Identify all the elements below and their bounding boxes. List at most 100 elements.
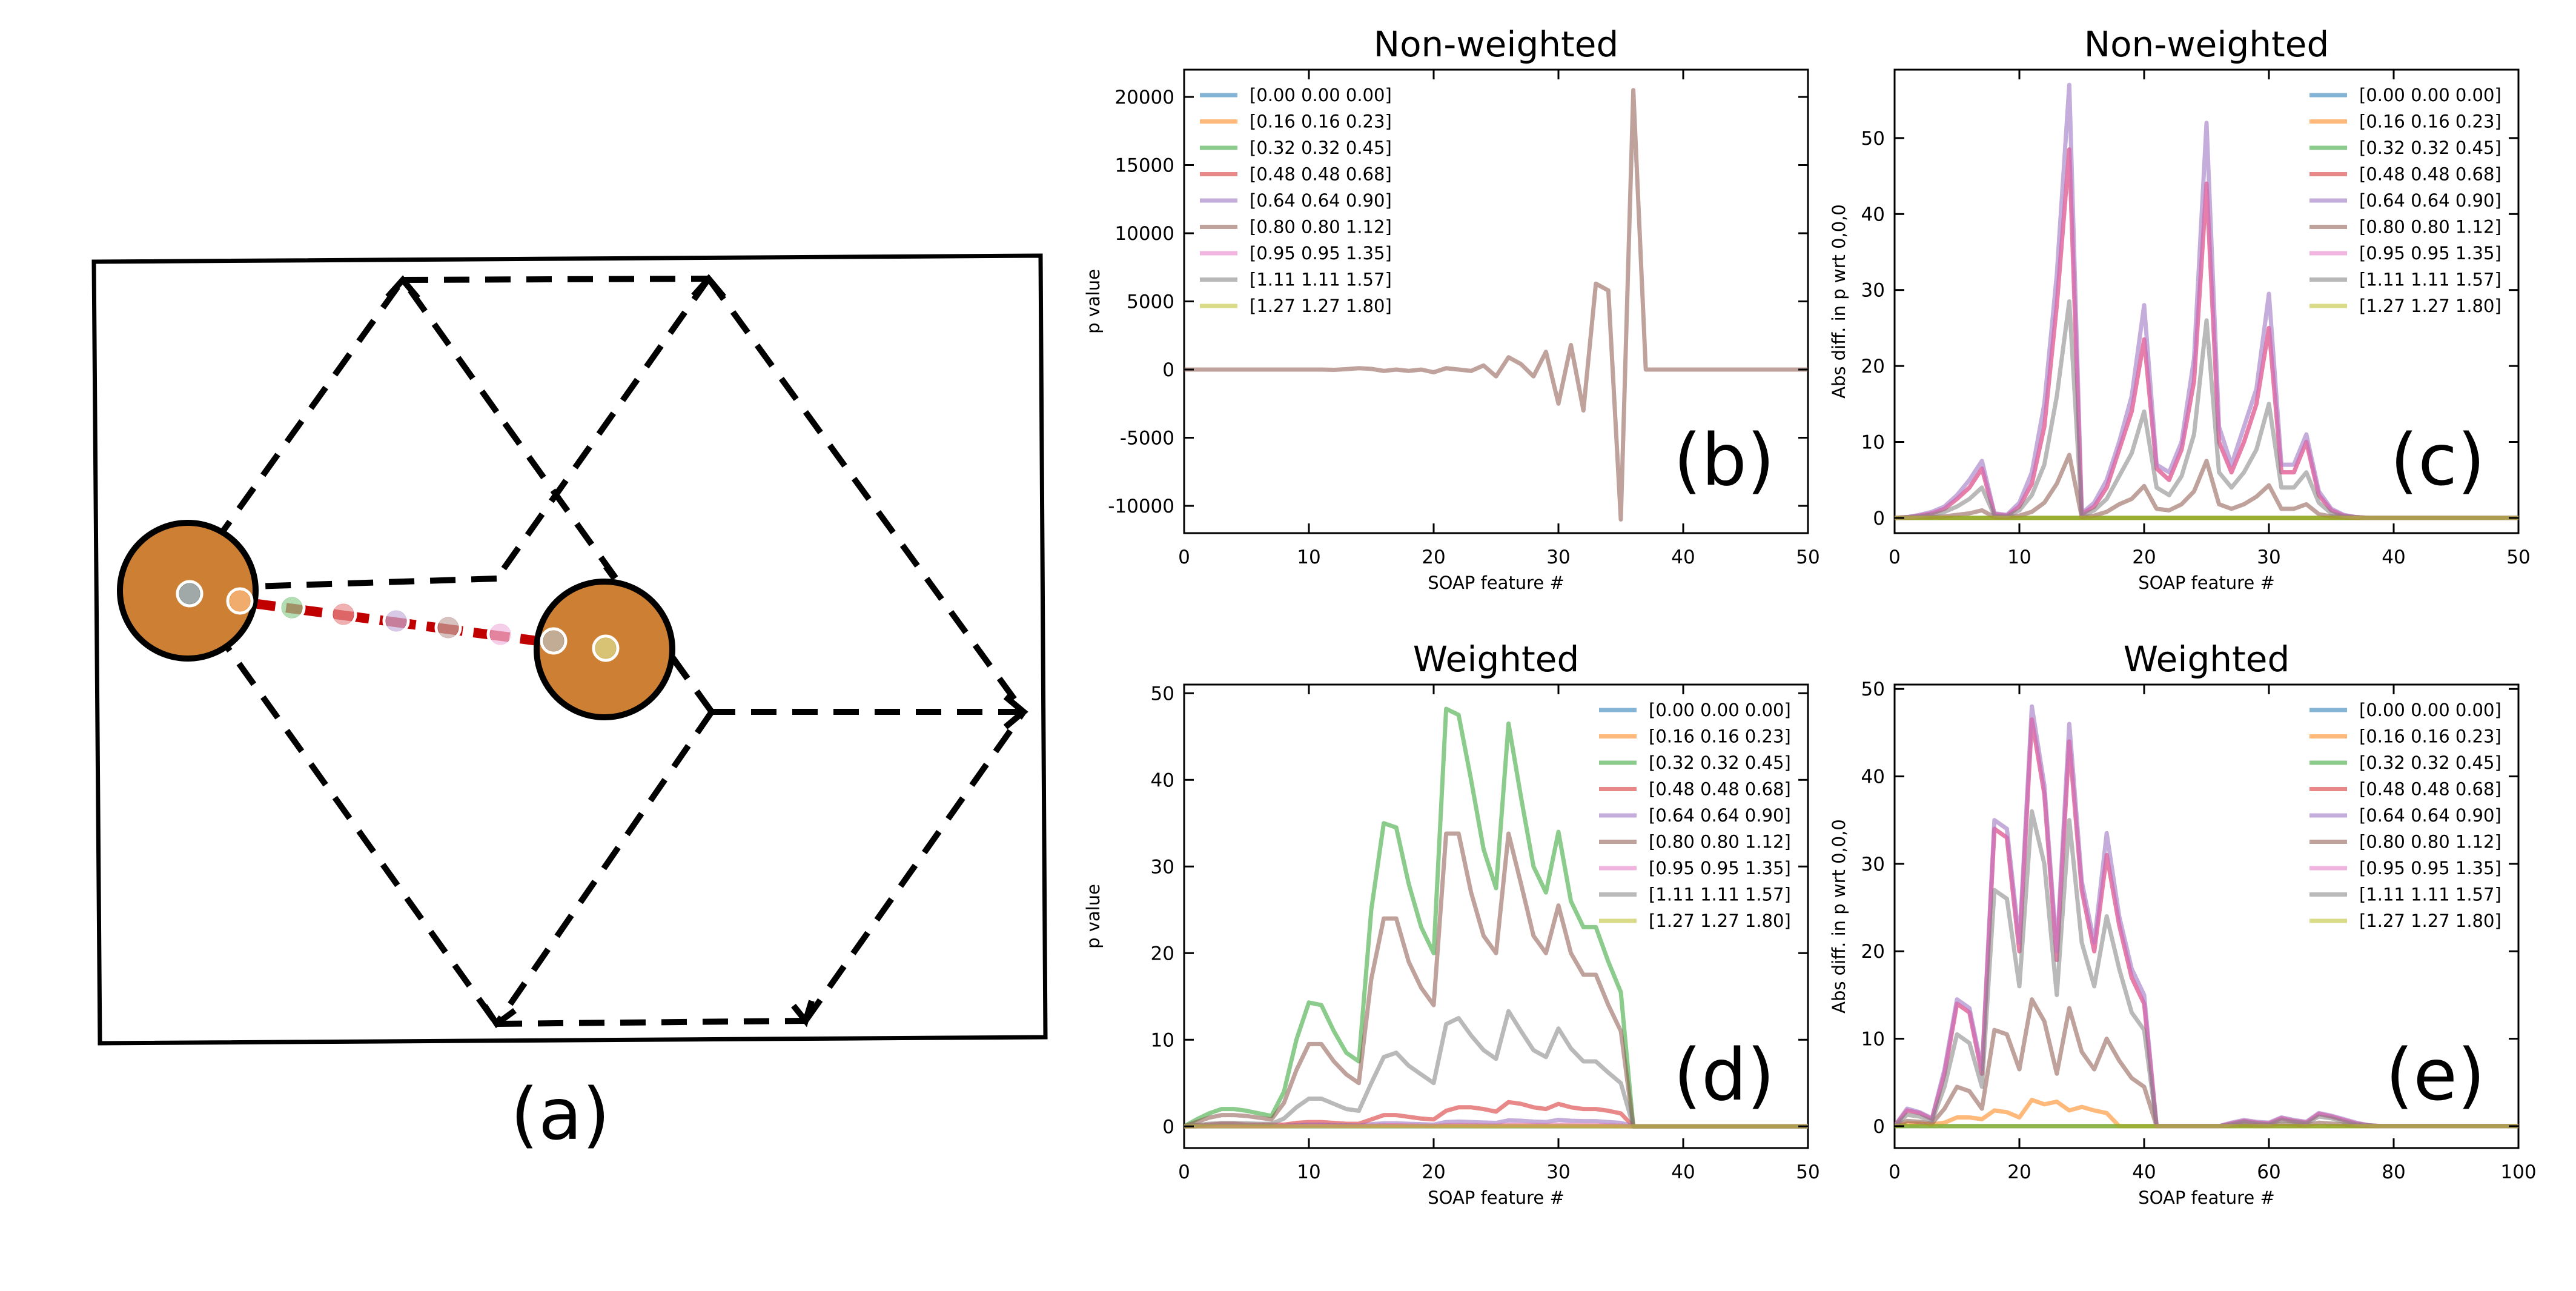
legend-label: [1.27 1.27 1.80]	[1250, 296, 1392, 316]
path-point	[226, 587, 254, 615]
legend-label: [0.16 0.16 0.23]	[2359, 111, 2502, 132]
legend-label: [0.48 0.48 0.68]	[1649, 779, 1791, 800]
legend-label: [0.00 0.00 0.00]	[1250, 85, 1392, 105]
series-line	[1184, 88, 1808, 522]
x-tick-label: 40	[1671, 546, 1695, 568]
x-tick-label: 10	[2007, 546, 2031, 568]
legend-label: [0.80 0.80 1.12]	[2359, 217, 2502, 237]
x-axis-label: SOAP feature #	[2138, 572, 2275, 593]
chart-title: Non-weighted	[1374, 24, 1619, 65]
path-point-highlight	[386, 611, 406, 631]
y-axis-label: p value	[1083, 269, 1104, 334]
lattice-edge	[254, 576, 497, 589]
legend-label: [0.95 0.95 1.35]	[1649, 858, 1791, 878]
legend-label: [1.11 1.11 1.57]	[1649, 884, 1791, 905]
lattice-arrowhead	[691, 274, 726, 299]
unit-cell-frame	[91, 253, 1048, 1046]
y-tick-label: 0	[1162, 1116, 1174, 1138]
lattice-arrowhead	[385, 275, 420, 300]
legend-label: [0.80 0.80 1.12]	[1250, 217, 1392, 237]
lattice-edge	[706, 277, 1027, 714]
x-tick-label: 30	[2257, 546, 2280, 568]
panel-label: (b)	[1674, 418, 1775, 502]
chart-c: 0 10 20 30 40 50 0 10 20 30 40 50 Non-weighted SOAP f…	[1829, 24, 2531, 593]
x-tick-label: 10	[1297, 1161, 1320, 1183]
y-tick-label: 20	[1151, 943, 1174, 964]
axes-frame	[1893, 683, 2520, 1149]
legend-label: [1.27 1.27 1.80]	[2359, 296, 2502, 316]
path-point-highlight	[438, 617, 459, 638]
legend-label: [0.95 0.95 1.35]	[2359, 243, 2502, 264]
legend-label: [0.95 0.95 1.35]	[1250, 243, 1392, 264]
panel-label: (e)	[2385, 1033, 2485, 1117]
path-point-highlight	[179, 583, 200, 604]
series-group	[1895, 704, 2518, 1129]
y-axis-label: Abs diff. in p wrt 0,0,0	[1829, 204, 1849, 399]
path-point	[540, 627, 568, 655]
legend-label: [1.27 1.27 1.80]	[1649, 911, 1791, 931]
x-tick-label: 100	[2500, 1161, 2536, 1183]
path-point	[176, 580, 204, 608]
x-tick-label: 50	[1796, 1161, 1819, 1183]
legend-label: [0.32 0.32 0.45]	[2359, 138, 2502, 158]
y-tick-label: 40	[1861, 766, 1885, 788]
x-tick-label: 10	[1297, 546, 1320, 568]
y-tick-label: 15000	[1114, 155, 1174, 177]
lattice-arrowhead	[482, 1004, 517, 1029]
x-tick-label: 50	[2506, 546, 2530, 568]
panel-label: (d)	[1674, 1033, 1775, 1117]
path-point	[486, 620, 514, 648]
lattice-edge	[494, 710, 715, 1026]
legend-label: [0.16 0.16 0.23]	[1649, 726, 1791, 747]
chart-title: Weighted	[1413, 639, 1580, 680]
chart-d: 0 10 20 30 40 50 0 10 20 30 40 50 Weighted SOAP featu…	[1083, 639, 1820, 1208]
chart-e: 0 20 40 60 80 100 0 10 20 30 40 50 Weighted SOAP feat…	[1829, 639, 2537, 1208]
x-tick-label: 0	[1178, 546, 1190, 568]
y-axis-label: p value	[1083, 884, 1104, 949]
legend-label: [0.00 0.00 0.00]	[1649, 700, 1791, 720]
x-axis-label: SOAP feature #	[1428, 572, 1564, 593]
x-tick-label: 40	[1671, 1161, 1695, 1183]
legend-label: [1.27 1.27 1.80]	[2359, 911, 2502, 931]
series-group	[1184, 88, 1808, 522]
path-point	[382, 607, 410, 635]
path-point	[434, 614, 462, 642]
lattice-edge	[400, 278, 500, 414]
y-tick-label: 20000	[1114, 87, 1174, 108]
y-tick-label: 0	[1873, 1116, 1885, 1138]
lattice-edge	[212, 278, 406, 544]
legend-label: [0.95 0.95 1.35]	[2359, 858, 2502, 878]
legend-label: [0.00 0.00 0.00]	[2359, 85, 2502, 105]
x-tick-label: 0	[1889, 546, 1901, 568]
legend-label: [1.11 1.11 1.57]	[2359, 270, 2502, 290]
y-tick-label: 20	[1861, 941, 1885, 963]
legend-label: [0.32 0.32 0.45]	[2359, 752, 2502, 773]
x-tick-label: 0	[1889, 1161, 1901, 1183]
interpolation-points	[176, 580, 620, 662]
legend-label: [0.80 0.80 1.12]	[1649, 832, 1791, 852]
y-tick-label: 0	[1873, 508, 1885, 529]
y-tick-label: 30	[1861, 854, 1885, 875]
legend-label: [0.64 0.64 0.90]	[1250, 190, 1392, 211]
path-point	[329, 600, 357, 628]
y-tick-label: 50	[1861, 679, 1885, 700]
lattice-edge	[402, 276, 709, 283]
path-point-highlight	[333, 604, 354, 625]
legend-label: [0.64 0.64 0.90]	[2359, 805, 2502, 826]
path-point-highlight	[282, 597, 302, 618]
legend-label: [0.80 0.80 1.12]	[2359, 832, 2502, 852]
chart-b: 0 10 20 30 40 50 -10000 -5000 0 5000 10000 15000 200…	[1083, 24, 1820, 593]
y-tick-label: 20	[1861, 356, 1885, 377]
legend-label: [1.11 1.11 1.57]	[2359, 884, 2502, 905]
y-tick-label: -10000	[1108, 496, 1174, 517]
x-tick-label: 30	[1546, 546, 1570, 568]
y-tick-label: 30	[1151, 856, 1174, 878]
x-tick-label: 20	[1422, 1161, 1445, 1183]
x-axis-label: SOAP feature #	[1428, 1187, 1564, 1208]
path-point-highlight	[490, 624, 511, 645]
x-tick-label: 0	[1178, 1161, 1190, 1183]
y-tick-label: 10	[1151, 1029, 1174, 1051]
y-tick-label: -5000	[1120, 428, 1174, 450]
y-tick-label: 0	[1162, 359, 1174, 381]
